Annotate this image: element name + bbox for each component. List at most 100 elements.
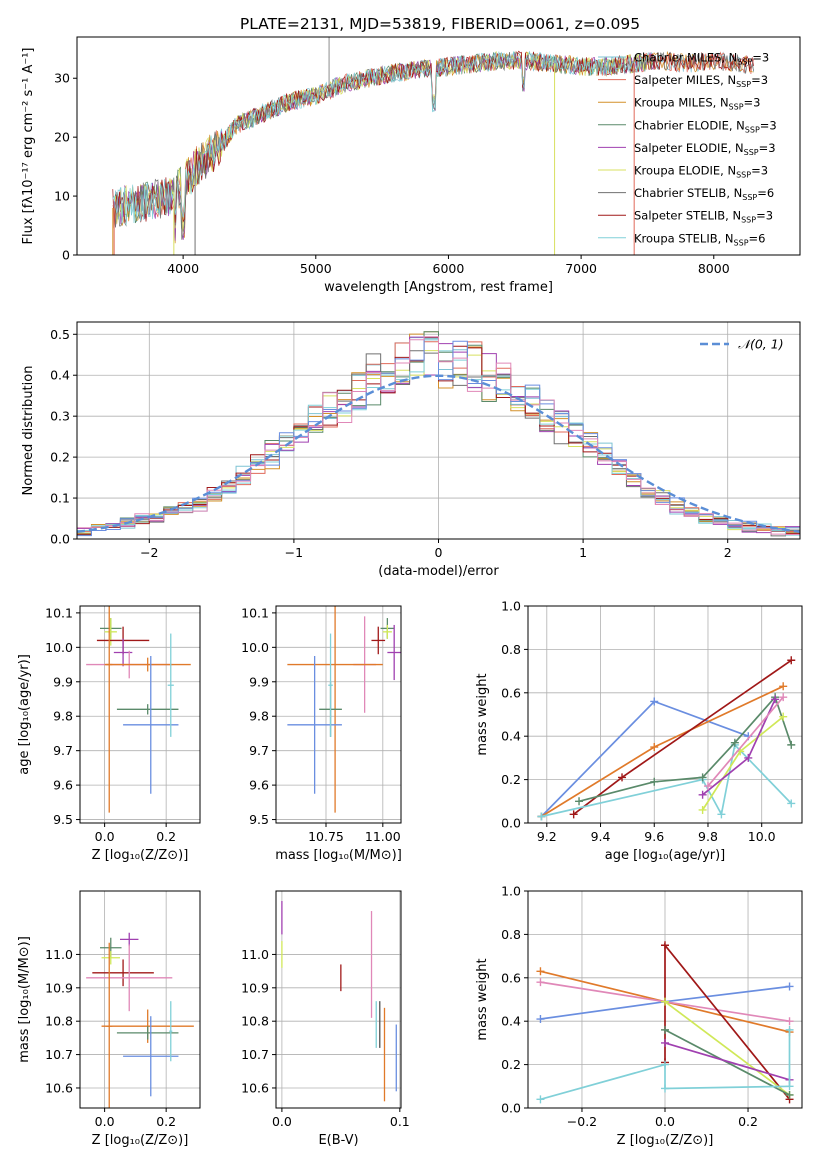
panel-age_vs_Z: 0.0 0.2 9.5 9.6 9.7 9.8 9.9 10.0 10.1 Z [log₁₀(Z/…	[17, 605, 201, 863]
weight-marker	[650, 697, 659, 706]
weight-marker	[779, 693, 788, 702]
figure-title: PLATE=2131, MJD=53819, FIBERID=0061, z=0…	[240, 15, 640, 33]
weight-marker	[661, 1038, 669, 1047]
y-tick-label: 0.4	[50, 368, 70, 383]
y-tick-label: 0.6	[501, 685, 521, 700]
y-tick-label: 0.1	[50, 491, 70, 506]
panel-massweight_vs_age: 9.2 9.4 9.6 9.8 10.0 0.0 0.2 0.4 0.6 0.8 1.0 age [l…	[475, 599, 803, 863]
weight-marker	[536, 1095, 545, 1104]
x-axis-label: E(B-V)	[318, 1133, 358, 1148]
y-tick-label: 9.7	[53, 743, 73, 758]
panel-mass_vs_EBV: 0.0 0.1 10.6 10.7 10.8 10.9 11.0 E(B-V)	[241, 890, 410, 1148]
x-tick-label: 2	[724, 545, 732, 560]
y-tick-label: 10.0	[45, 640, 73, 655]
legend-label: Chabrier MILES, NSSP=3	[634, 51, 769, 67]
x-tick-label: 10.0	[748, 829, 776, 844]
y-tick-label: 0.3	[50, 409, 70, 424]
weight-marker	[650, 743, 659, 752]
x-axis-label: Z [log₁₀(Z/Z⊙)]	[92, 1133, 189, 1148]
y-tick-label: 10.9	[45, 980, 73, 995]
y-tick-label: 1.0	[501, 599, 521, 614]
y-tick-label: 0.5	[50, 327, 70, 342]
x-tick-label: 0.0	[272, 1114, 292, 1129]
legend-label: Salpeter STELIB, NSSP=3	[634, 209, 773, 225]
y-tick-label: 9.8	[53, 709, 73, 724]
legend-label: Chabrier STELIB, NSSP=6	[634, 186, 774, 202]
y-axis-label: Normed distribution	[21, 366, 36, 496]
weight-marker	[785, 1017, 794, 1026]
weight-marker	[717, 810, 726, 819]
x-tick-label: 6000	[433, 261, 465, 276]
weight-line	[578, 695, 793, 803]
plot-area	[537, 656, 796, 821]
weight-line	[664, 1042, 790, 1081]
legend-label: Salpeter MILES, NSSP=3	[634, 73, 768, 89]
y-tick-label: 0.0	[501, 816, 521, 831]
weight-line	[664, 1001, 791, 1096]
axes-frame	[527, 605, 803, 824]
x-tick-label: 0.0	[655, 1114, 675, 1129]
y-tick-label: 10.8	[241, 1014, 269, 1029]
y-tick-label: 10.1	[241, 605, 269, 620]
weight-line	[664, 1029, 790, 1096]
weight-marker	[787, 799, 796, 808]
y-tick-label: 9.5	[53, 812, 73, 827]
x-tick-label: 1	[579, 545, 587, 560]
y-tick-label: 0.2	[50, 450, 70, 465]
y-tick-label: 0.2	[501, 1057, 521, 1072]
y-tick-label: 9.9	[53, 674, 73, 689]
x-tick-label: 9.6	[644, 829, 664, 844]
weight-marker	[744, 753, 753, 762]
normal-curve	[77, 374, 800, 533]
y-axis-label: mass [log₁₀(M/M⊙)]	[17, 936, 32, 1063]
axes-frame	[76, 321, 801, 540]
y-tick-label: 9.7	[249, 743, 269, 758]
axes-frame	[527, 890, 803, 1109]
x-tick-label: 9.8	[698, 829, 718, 844]
y-tick-label: 0.4	[501, 729, 521, 744]
weight-marker	[779, 682, 788, 691]
weight-marker	[661, 941, 669, 950]
weight-marker	[661, 1084, 669, 1093]
x-tick-label: 9.4	[591, 829, 611, 844]
y-tick-label: 10.1	[45, 605, 73, 620]
y-tick-label: 0.2	[501, 772, 521, 787]
x-tick-label: 0	[435, 545, 443, 560]
weight-marker	[779, 712, 788, 721]
legend-label: 𝒩(0, 1)	[738, 337, 784, 352]
x-tick-label: 4000	[167, 261, 199, 276]
weight-marker	[575, 797, 584, 806]
plot-area	[86, 932, 194, 1108]
weight-marker	[661, 1025, 669, 1034]
x-axis-label: Z [log₁₀(Z/Z⊙)]	[92, 848, 189, 863]
y-tick-label: 10.7	[241, 1047, 269, 1062]
x-tick-label: −2	[140, 545, 158, 560]
x-axis-label: Z [log₁₀(Z/Z⊙)]	[617, 1133, 714, 1148]
spectrum-line	[112, 51, 648, 226]
y-tick-label: 9.8	[249, 709, 269, 724]
weight-marker	[536, 967, 545, 976]
y-tick-label: 10.9	[241, 980, 269, 995]
weight-marker	[785, 982, 794, 991]
x-axis-label: wavelength [Angstrom, rest frame]	[324, 280, 553, 295]
plot-area	[281, 901, 397, 1102]
plot-area	[536, 941, 794, 1104]
weight-marker	[698, 790, 707, 799]
y-axis-label: mass weight	[475, 958, 490, 1040]
x-tick-label: 8000	[698, 261, 730, 276]
x-tick-label: 7000	[565, 261, 597, 276]
spectrum-legend: Chabrier MILES, NSSP=3 Salpeter MILES, NS…	[598, 51, 777, 247]
weight-marker	[785, 1090, 794, 1099]
y-axis-label: mass weight	[475, 673, 490, 755]
y-tick-label: 0.4	[501, 1014, 521, 1029]
y-tick-label: 0.8	[501, 927, 521, 942]
y-axis-label: Flux [fλ10⁻¹⁷ erg cm⁻² s⁻¹ A⁻¹]	[21, 48, 36, 245]
weight-marker	[661, 1060, 669, 1069]
panel-residuals: −2 −1 0 1 2 0.0 0.1 0.2 0.3 0.4 0.5 (data-model)/er…	[21, 321, 801, 579]
x-tick-label: 11.00	[365, 829, 401, 844]
weight-marker	[537, 812, 546, 821]
y-tick-label: 9.9	[249, 674, 269, 689]
weight-marker	[698, 773, 707, 782]
weight-marker	[661, 997, 669, 1006]
y-tick-label: 0.0	[501, 1101, 521, 1116]
